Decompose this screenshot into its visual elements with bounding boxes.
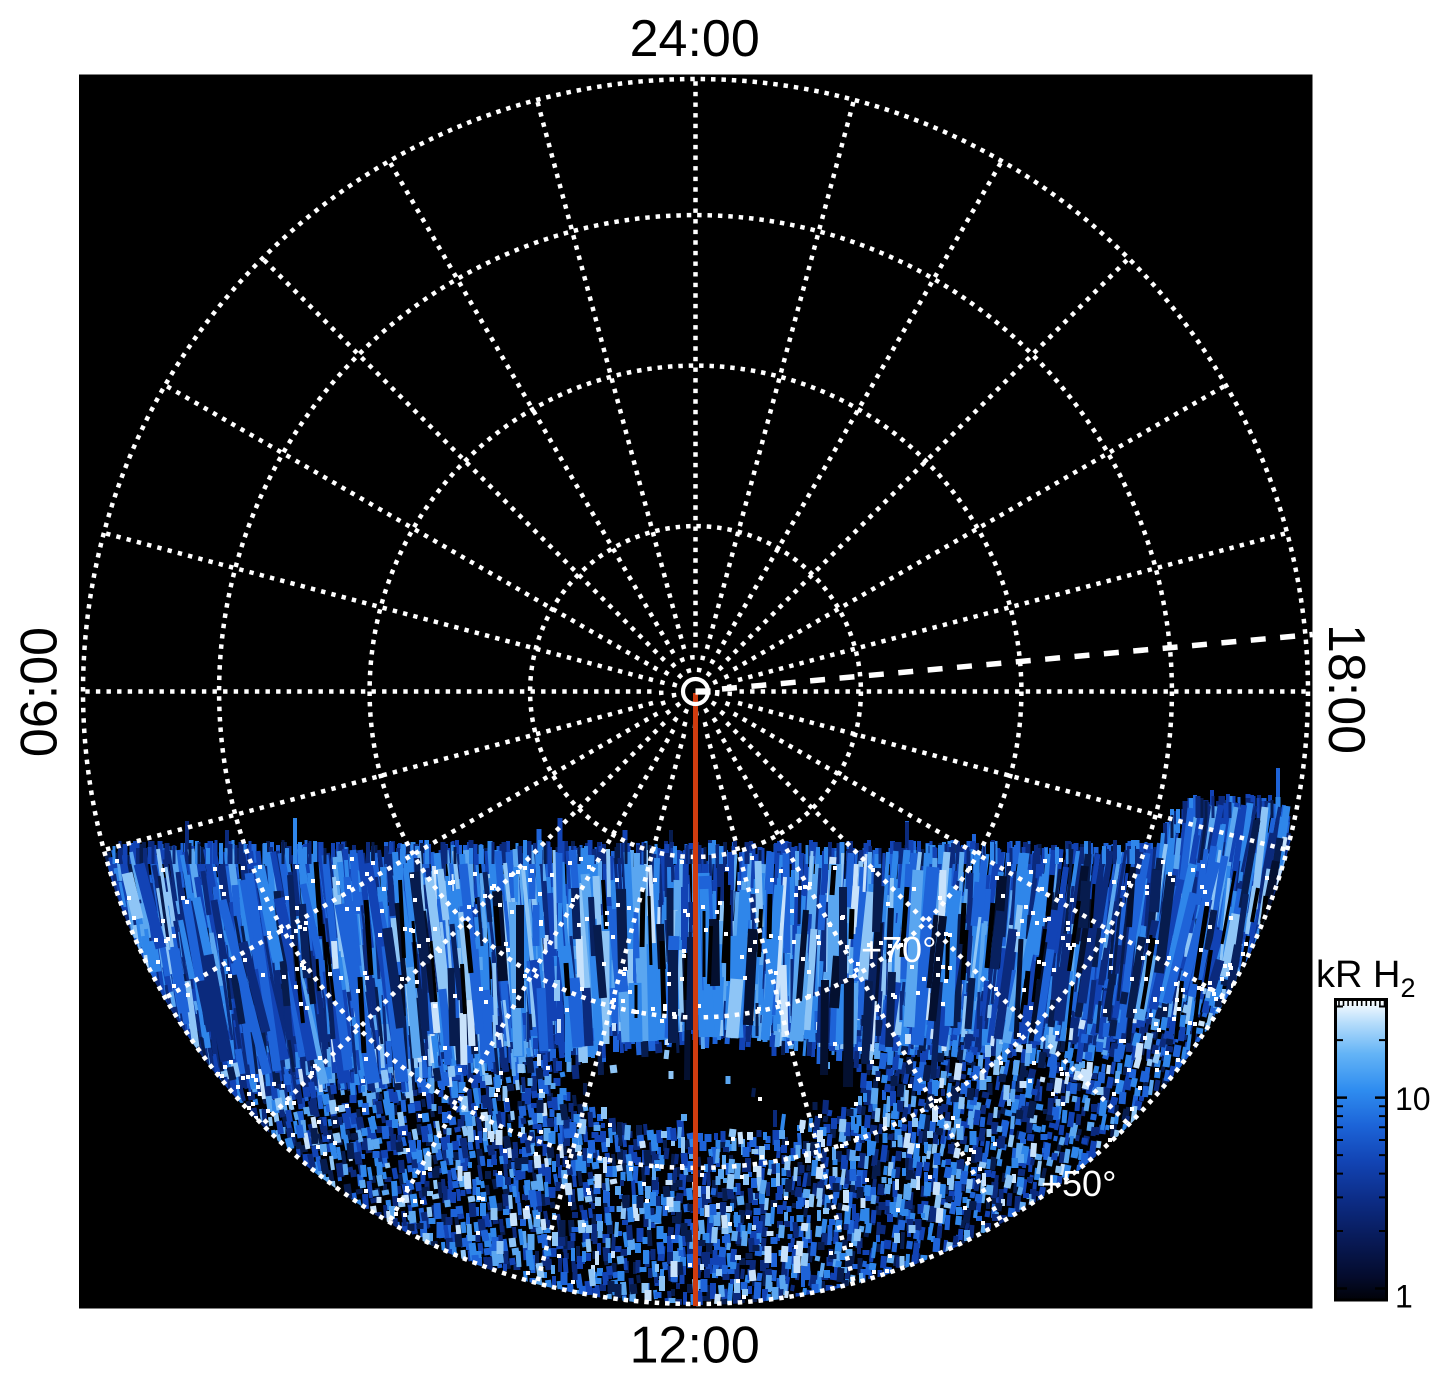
svg-text:+70°: +70° bbox=[861, 929, 936, 970]
svg-text:06:00: 06:00 bbox=[10, 627, 68, 757]
svg-text:24:00: 24:00 bbox=[630, 10, 760, 68]
svg-text:kR H2: kR H2 bbox=[1316, 954, 1415, 1003]
svg-text:+50°: +50° bbox=[1041, 1163, 1116, 1204]
svg-text:10: 10 bbox=[1395, 1081, 1431, 1117]
svg-text:18:00: 18:00 bbox=[1317, 624, 1375, 754]
svg-text:12:00: 12:00 bbox=[630, 1317, 760, 1375]
svg-text:1: 1 bbox=[1395, 1279, 1413, 1315]
